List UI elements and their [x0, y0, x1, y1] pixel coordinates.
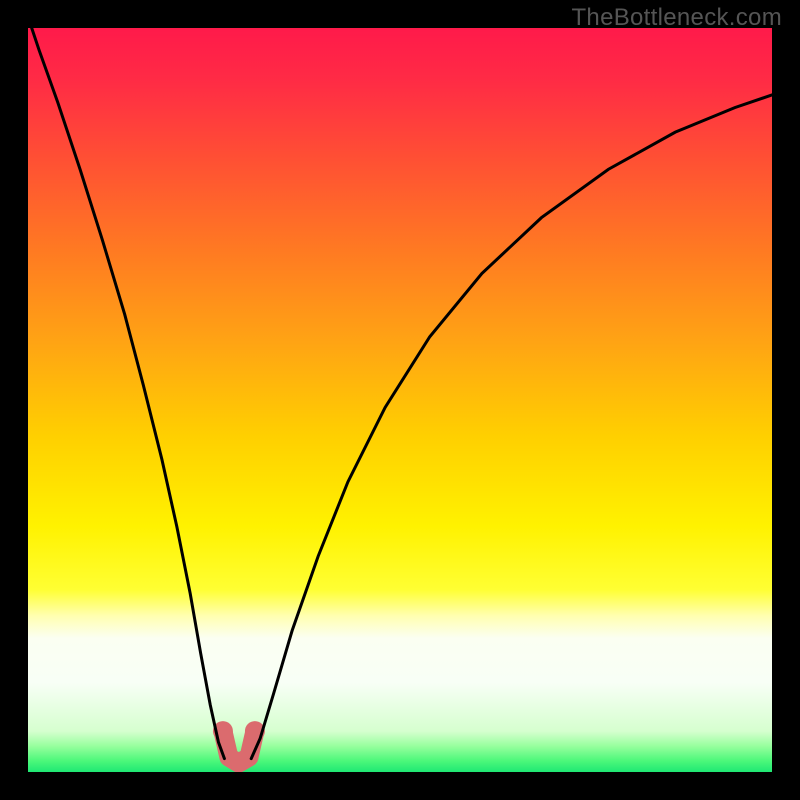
watermark-text: TheBottleneck.com	[571, 4, 782, 32]
plot-svg	[28, 28, 772, 772]
chart-canvas: TheBottleneck.com	[0, 0, 800, 800]
plot-frame	[28, 28, 772, 772]
